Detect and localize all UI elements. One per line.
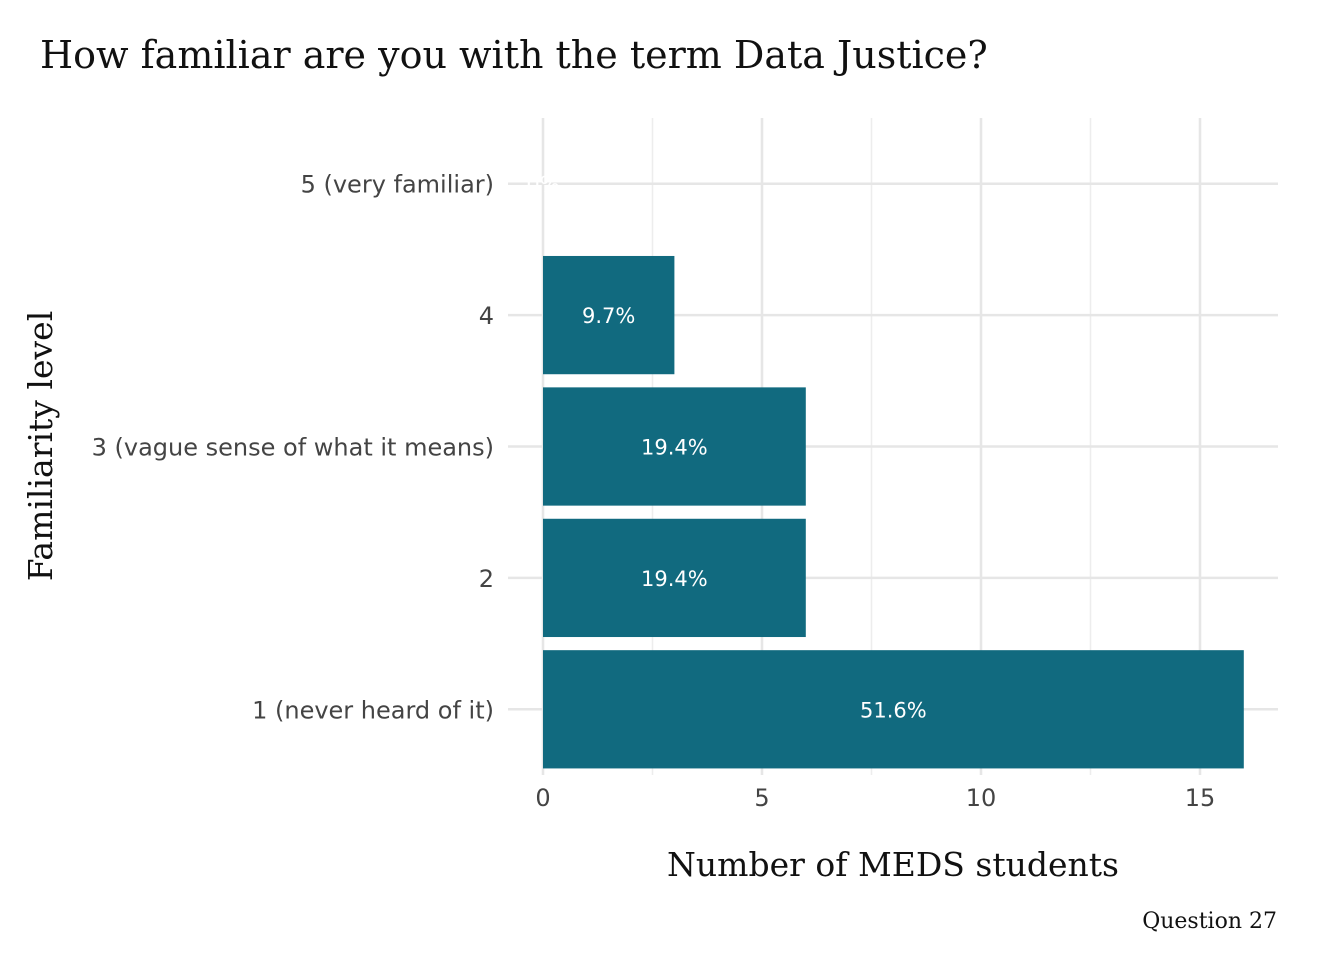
bar-value-label: 0% xyxy=(526,173,559,197)
y-tick-labels: 1 (never heard of it) 2 3 (vague sense of … xyxy=(92,171,494,725)
x-axis-title: Number of MEDS students xyxy=(667,845,1119,884)
x-tick-labels: 0 5 10 15 xyxy=(535,784,1215,812)
chart-title: How familiar are you with the term Data … xyxy=(40,33,988,77)
chart-caption: Question 27 xyxy=(1142,909,1277,934)
bar-value-label: 51.6% xyxy=(860,698,927,722)
bar xyxy=(543,518,806,638)
bar xyxy=(543,387,806,506)
bar-value-label: 9.7% xyxy=(582,304,635,328)
x-tick-label: 0 xyxy=(535,784,550,812)
x-tick-label: 15 xyxy=(1185,784,1216,812)
x-tick-label: 10 xyxy=(966,784,997,812)
bar xyxy=(543,650,1244,769)
bar-value-label: 19.4% xyxy=(641,436,708,460)
x-tick-label: 5 xyxy=(754,784,769,812)
y-tick-label: 5 (very familiar) xyxy=(301,171,494,199)
y-tick-label: 2 xyxy=(479,565,494,593)
y-tick-label: 4 xyxy=(479,302,494,330)
bars xyxy=(543,255,1244,769)
bar xyxy=(543,255,675,375)
y-axis-title: Familiarity level xyxy=(21,311,60,582)
bar-value-label: 19.4% xyxy=(641,567,708,591)
y-tick-label: 1 (never heard of it) xyxy=(252,696,494,724)
bar-labels: 51.6% 19.4% 19.4% 9.7% 0% xyxy=(526,173,926,723)
y-tick-label: 3 (vague sense of what it means) xyxy=(92,434,494,462)
